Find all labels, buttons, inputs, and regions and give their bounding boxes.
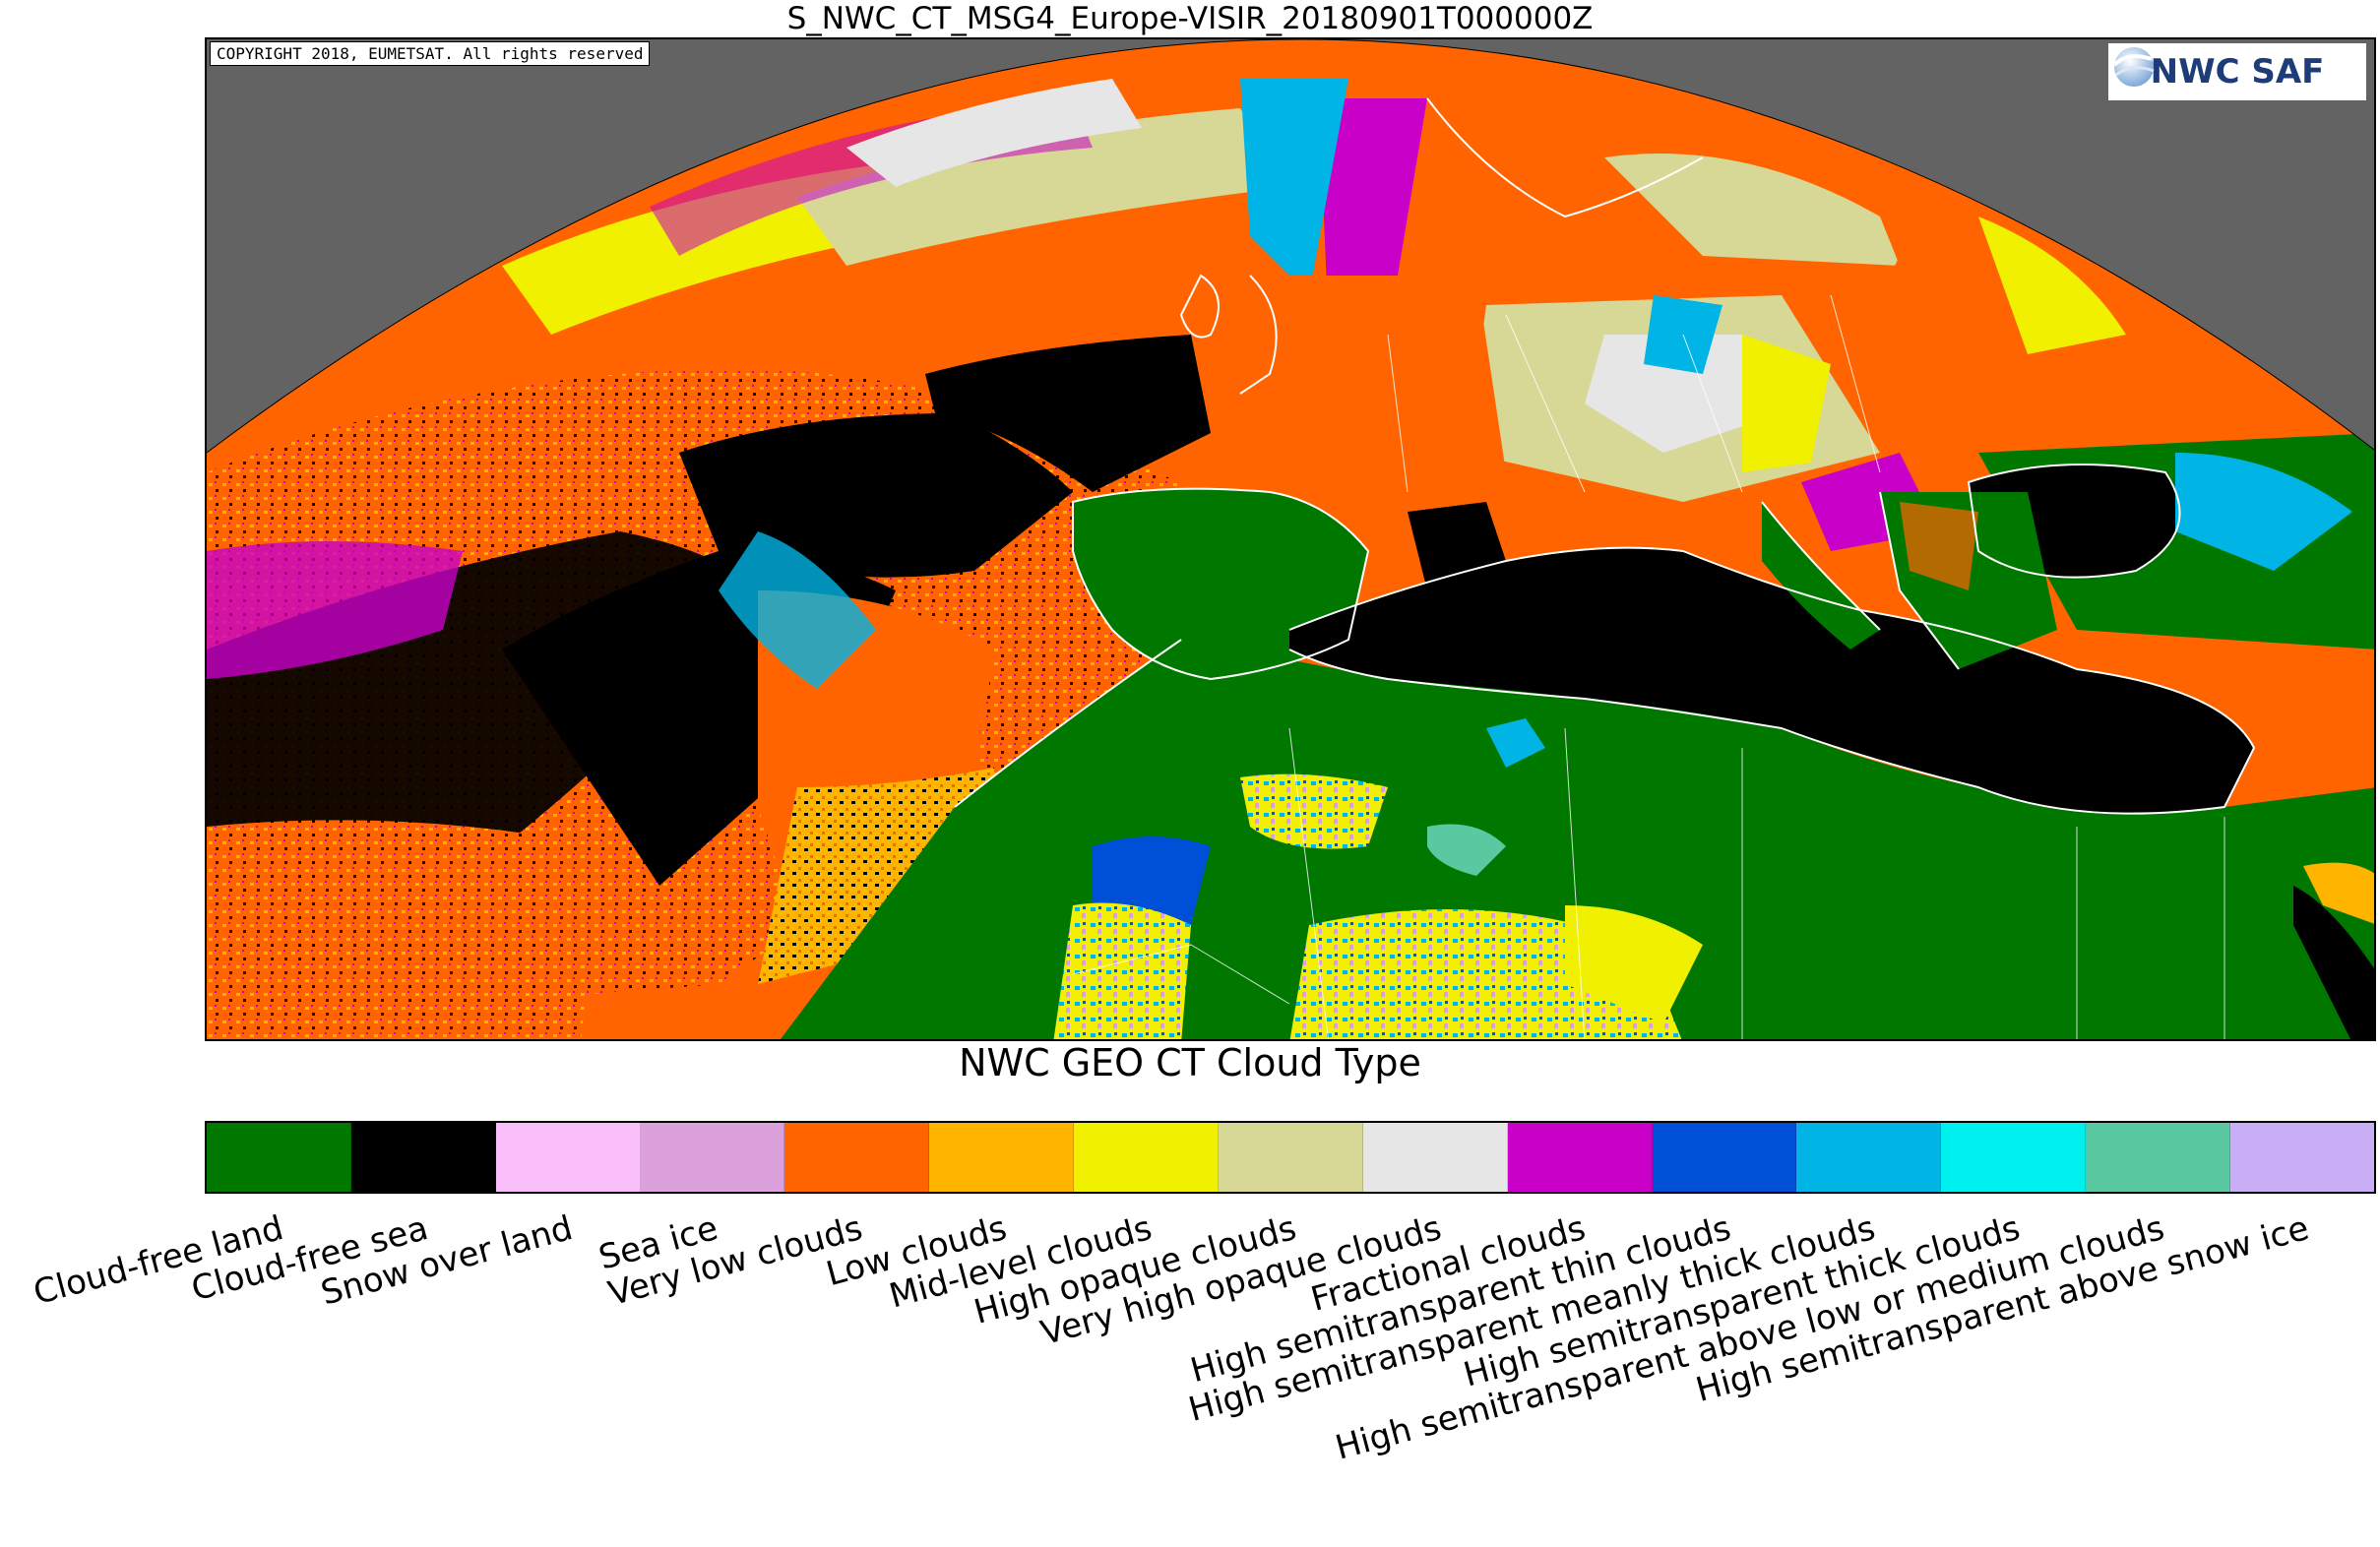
- legend-swatch: [2086, 1123, 2231, 1192]
- legend-swatch: [640, 1123, 785, 1192]
- legend-swatch: [1507, 1123, 1653, 1192]
- legend-swatch: [1652, 1123, 1797, 1192]
- legend-swatch: [1074, 1123, 1220, 1192]
- legend-swatch: [1219, 1123, 1363, 1192]
- legend-swatch: [1796, 1123, 1942, 1192]
- nwcsaf-logo: NWC SAF: [2108, 43, 2366, 100]
- legend-swatch: [1362, 1123, 1508, 1192]
- logo-text: NWC SAF: [2150, 52, 2325, 92]
- legend-swatch: [2230, 1123, 2374, 1192]
- cloud-type-image: [207, 39, 2374, 1039]
- legend-swatch: [495, 1123, 641, 1192]
- legend-swatch: [929, 1123, 1075, 1192]
- globe-swirl-icon: [2112, 47, 2155, 87]
- colorbar-title: NWC GEO CT Cloud Type: [959, 1041, 1421, 1084]
- copyright-notice: COPYRIGHT 2018, EUMETSAT. All rights res…: [210, 41, 651, 66]
- cloud-type-map: COPYRIGHT 2018, EUMETSAT. All rights res…: [205, 37, 2376, 1041]
- legend-swatch: [350, 1123, 496, 1192]
- legend-swatch: [207, 1123, 351, 1192]
- colorbar: [205, 1121, 2376, 1194]
- map-title: S_NWC_CT_MSG4_Europe-VISIR_20180901T0000…: [786, 1, 1594, 36]
- legend-swatch: [1941, 1123, 2087, 1192]
- legend-swatch: [784, 1123, 930, 1192]
